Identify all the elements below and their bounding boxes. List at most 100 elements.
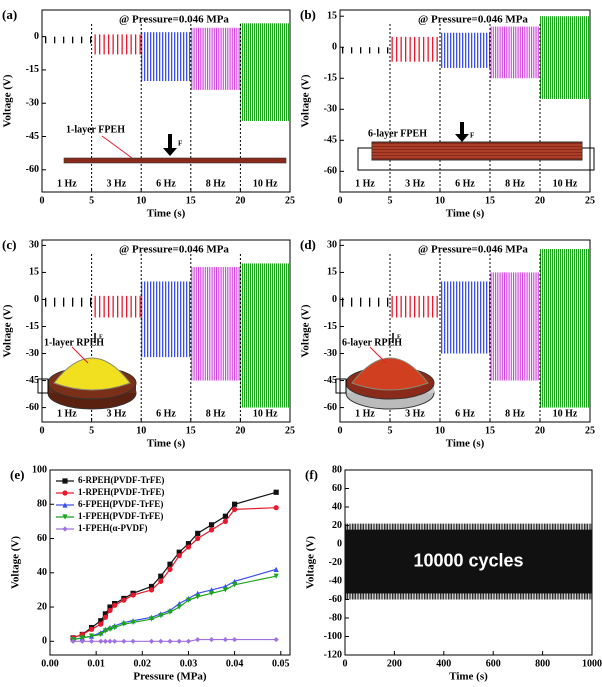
device-film (63, 157, 287, 164)
y-tick-label: 80 (332, 464, 342, 475)
marker (158, 613, 164, 619)
marker (121, 621, 127, 627)
marker (167, 566, 173, 572)
frequency-label: 1 Hz (355, 408, 375, 419)
marker (167, 609, 173, 615)
signal-segment (440, 32, 490, 68)
label-pointer (101, 135, 133, 159)
marker (176, 553, 182, 559)
y-tick-label: -15 (26, 64, 39, 75)
force-label: F (99, 334, 103, 340)
signal-core (345, 529, 592, 594)
y-tick-label: -120 (324, 649, 342, 660)
marker (232, 501, 238, 507)
y-tick-label: 15 (327, 11, 337, 22)
panel-label: (c) (2, 237, 16, 252)
marker (148, 616, 155, 622)
marker (273, 573, 279, 579)
y-tick-label: -20 (329, 557, 342, 568)
legend-marker (62, 526, 68, 532)
y-tick-label: -60 (26, 164, 39, 175)
marker (185, 597, 192, 603)
legend-label: 1-RPEH(PVDF-TrFE) (78, 487, 164, 497)
y-tick-label: 100 (32, 464, 47, 475)
frequency-label: 3 Hz (107, 408, 127, 419)
y-tick-label: 15 (327, 267, 337, 278)
signal-segment (240, 263, 290, 408)
marker (121, 638, 127, 644)
signal-segment (490, 26, 540, 79)
x-axis-label: Time (s) (147, 438, 186, 450)
signal-segment (340, 297, 390, 307)
y-tick-label: -45 (324, 135, 337, 146)
y-tick-label: -60 (329, 594, 342, 605)
signal-segment (540, 16, 590, 99)
device-dome (351, 357, 429, 391)
panel-label: (f) (305, 467, 318, 482)
x-tick-label: 0 (343, 658, 348, 669)
frequency-label: 6 Hz (156, 408, 176, 419)
frequency-label: 10 Hz (553, 178, 578, 189)
marker (102, 614, 108, 620)
signal-segment (540, 249, 590, 408)
x-tick-label: 15 (485, 425, 495, 436)
signal-segment (91, 295, 142, 318)
y-tick-label: 60 (332, 483, 342, 494)
marker (185, 638, 192, 644)
marker (98, 631, 104, 638)
marker (222, 587, 228, 593)
marker (167, 638, 173, 644)
pressure-note: @ Pressure=0.046 MPa (418, 14, 528, 26)
signal-segment (91, 34, 142, 55)
panel-label: (e) (10, 467, 24, 482)
frequency-label: 6 Hz (455, 178, 475, 189)
label-pointer (71, 346, 89, 364)
y-tick-label: 40 (37, 567, 47, 578)
x-tick-label: 0.02 (134, 658, 152, 669)
frequency-label: 3 Hz (405, 178, 425, 189)
marker (98, 638, 104, 644)
frequency-label: 10 Hz (253, 178, 278, 189)
x-tick-label: 25 (285, 195, 295, 206)
y-tick-label: -45 (324, 375, 337, 386)
pressure-note: @ Pressure=0.046 MPa (119, 244, 229, 256)
y-axis-label: Voltage (V) (2, 74, 14, 127)
frequency-label: 8 Hz (206, 178, 226, 189)
marker (222, 636, 228, 643)
marker (167, 561, 173, 567)
x-tick-label: 5 (89, 425, 94, 436)
y-tick-label: 15 (29, 267, 39, 278)
marker (107, 607, 113, 614)
marker (158, 573, 164, 579)
frequency-label: 10 Hz (553, 408, 578, 419)
marker (112, 624, 118, 631)
marker (98, 621, 104, 627)
y-tick-label: 0 (332, 294, 337, 305)
marker (107, 626, 113, 632)
marker (130, 619, 136, 626)
y-tick-label: 0 (34, 294, 39, 305)
marker (88, 633, 95, 639)
marker (232, 582, 238, 588)
x-tick-label: 0.05 (272, 658, 290, 669)
marker (185, 544, 192, 550)
force-arrowhead (455, 134, 469, 142)
frequency-label: 10 Hz (253, 408, 278, 419)
marker (112, 638, 118, 644)
electrode-lead (335, 378, 347, 394)
marker (130, 638, 136, 644)
signal-segment (340, 47, 390, 54)
legend-label: 6-RPEH(PVDF-TrFE) (78, 475, 164, 485)
legend-marker (62, 514, 68, 520)
frequency-label: 6 Hz (156, 178, 176, 189)
legend-label: 1-FPEH(PVDF-TrFE) (78, 511, 163, 521)
x-tick-label: 400 (436, 658, 451, 669)
x-tick-label: 10 (435, 195, 445, 206)
x-tick-label: 0 (338, 195, 343, 206)
y-tick-label: 60 (37, 533, 47, 544)
electrode-lead (37, 378, 49, 394)
y-tick-label: 0 (337, 538, 342, 549)
x-tick-label: 200 (387, 658, 402, 669)
frequency-label: 1 Hz (355, 178, 375, 189)
